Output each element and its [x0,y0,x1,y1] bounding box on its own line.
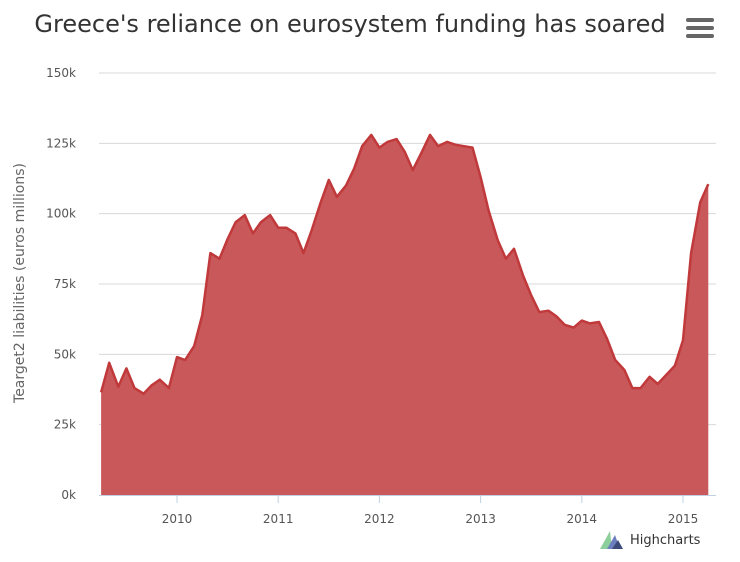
x-tick-label: 2010 [162,512,193,526]
x-axis [99,495,716,503]
credit-label: Highcharts [630,532,701,548]
x-tick-label: 2015 [668,512,699,526]
series-line [99,133,710,395]
highcharts-credit-link[interactable]: Highcharts [598,528,700,552]
x-tick-label: 2014 [567,512,598,526]
y-tick-label: 75k [54,277,76,291]
y-tick-label: 25k [54,418,76,432]
y-tick-label: 125k [46,136,76,150]
series-area [101,134,709,495]
hamburger-menu-icon[interactable] [686,18,714,42]
y-axis: 0k 25k 50k 75k 100k 125k 150k [46,66,76,502]
y-tick-label: 0k [61,488,76,502]
y-tick-label: 150k [46,66,76,80]
series-layer [99,133,710,495]
y-tick-label: 50k [54,347,76,361]
x-tick-label: 2011 [263,512,294,526]
x-axis-labels: 2010 2011 2012 2013 2014 2015 [162,512,699,526]
highcharts-logo-icon [600,531,623,549]
y-axis-label: Tearget2 liabilities (euros millions) [12,163,28,404]
x-tick-label: 2012 [364,512,395,526]
chart-title: Greece's reliance on eurosystem funding … [34,10,666,38]
y-tick-label: 100k [46,207,76,221]
x-tick-label: 2013 [465,512,496,526]
